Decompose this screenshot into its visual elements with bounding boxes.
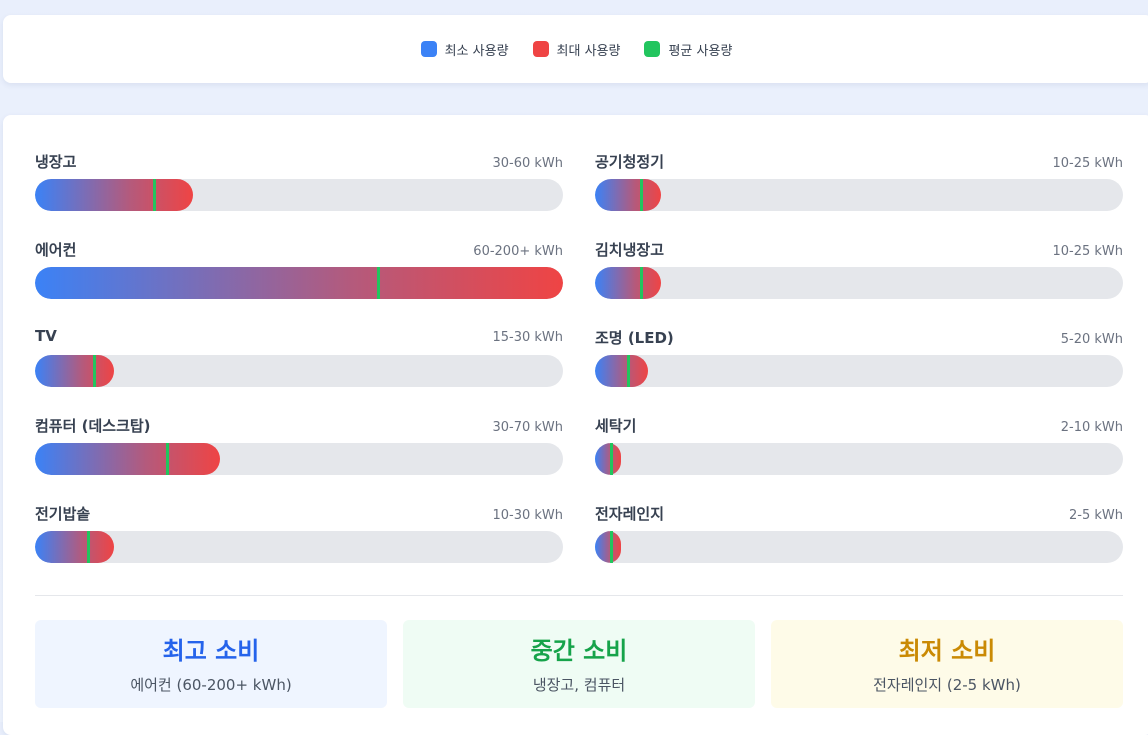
chart-legend: 최소 사용량 최대 사용량 평균 사용량 — [420, 40, 732, 59]
bar-track — [35, 179, 563, 211]
usage-range-label: 30-60 kWh — [492, 156, 563, 171]
usage-bar — [595, 355, 648, 387]
section-divider — [35, 595, 1123, 596]
usage-range-label: 10-30 kWh — [492, 508, 563, 523]
average-marker — [640, 267, 644, 299]
appliance-name: 전기밥솥 — [35, 505, 91, 523]
legend-label-min: 최소 사용량 — [444, 43, 509, 59]
legend-item-max: 최대 사용량 — [532, 40, 621, 59]
bar-header: 김치냉장고 10-25 kWh — [595, 239, 1123, 259]
usage-range-label: 10-25 kWh — [1052, 156, 1123, 171]
bar-header: 전기밥솥 10-30 kWh — [35, 503, 563, 523]
usage-bar — [35, 355, 115, 387]
bar-track — [35, 355, 563, 387]
legend-item-min: 최소 사용량 — [420, 40, 509, 59]
legend-card: 최소 사용량 최대 사용량 평균 사용량 — [3, 15, 1148, 83]
average-marker — [152, 179, 156, 211]
average-marker — [86, 531, 90, 563]
bar-track — [35, 531, 563, 563]
average-marker — [377, 267, 381, 299]
bar-header: TV 15-30 kWh — [35, 327, 563, 347]
usage-range-label: 10-25 kWh — [1052, 244, 1123, 259]
usage-bar — [595, 443, 622, 475]
summary-mid-title: 중간 소비 — [530, 637, 628, 665]
usage-range-label: 2-10 kWh — [1060, 420, 1123, 435]
usage-range-label: 30-70 kWh — [492, 420, 563, 435]
bar-track — [595, 179, 1123, 211]
usage-range-label: 5-20 kWh — [1060, 332, 1123, 347]
usage-bar-row: 조명 (LED) 5-20 kWh — [595, 327, 1123, 391]
bar-track — [595, 267, 1123, 299]
appliance-name: TV — [35, 327, 57, 345]
bar-header: 전자레인지 2-5 kWh — [595, 503, 1123, 523]
usage-bar — [35, 267, 563, 299]
summary-low-title: 최저 소비 — [898, 637, 996, 665]
summary-mid-desc: 냉장고, 컴퓨터 — [532, 676, 626, 694]
bar-header: 에어컨 60-200+ kWh — [35, 239, 563, 259]
appliance-name: 조명 (LED) — [595, 329, 674, 347]
appliance-name: 전자레인지 — [595, 505, 665, 523]
summary-mid-box: 중간 소비 냉장고, 컴퓨터 — [403, 620, 755, 708]
usage-bar-grid: 냉장고 30-60 kWh 공기청정기 10-25 kWh 에어컨 60-200+ kWh… — [35, 151, 1123, 567]
summary-low-box: 최저 소비 전자레인지 (2-5 kWh) — [771, 620, 1123, 708]
usage-bar-row: 컴퓨터 (데스크탑) 30-70 kWh — [35, 415, 563, 479]
usage-range-label: 60-200+ kWh — [473, 244, 563, 259]
bar-track — [35, 267, 563, 299]
usage-bar-row: 전기밥솥 10-30 kWh — [35, 503, 563, 567]
legend-swatch-min — [420, 41, 437, 57]
usage-range-label: 2-5 kWh — [1069, 508, 1123, 523]
legend-swatch-avg — [644, 41, 661, 57]
bar-header: 조명 (LED) 5-20 kWh — [595, 327, 1123, 347]
usage-bar — [595, 179, 661, 211]
average-marker — [166, 443, 169, 475]
bar-track — [595, 531, 1123, 563]
summary-row: 최고 소비 에어컨 (60-200+ kWh) 중간 소비 냉장고, 컴퓨터 최… — [35, 620, 1123, 708]
bar-track — [595, 355, 1123, 387]
usage-bar — [35, 443, 220, 475]
appliance-name: 세탁기 — [595, 417, 637, 435]
usage-bar — [595, 267, 661, 299]
usage-bar-row: 공기청정기 10-25 kWh — [595, 151, 1123, 215]
legend-swatch-max — [532, 41, 549, 57]
average-marker — [627, 355, 630, 387]
usage-chart-card: 냉장고 30-60 kWh 공기청정기 10-25 kWh 에어컨 60-200+ kWh… — [3, 115, 1148, 735]
usage-bar — [35, 179, 194, 211]
average-marker — [610, 443, 613, 475]
bar-track — [595, 443, 1123, 475]
usage-bar-row: 전자레인지 2-5 kWh — [595, 503, 1123, 567]
usage-bar-row: 세탁기 2-10 kWh — [595, 415, 1123, 479]
average-marker — [610, 531, 613, 563]
legend-item-avg: 평균 사용량 — [644, 40, 732, 59]
bar-header: 냉장고 30-60 kWh — [35, 151, 563, 171]
appliance-name: 공기청정기 — [595, 153, 665, 171]
summary-high-title: 최고 소비 — [162, 637, 260, 665]
appliance-name: 김치냉장고 — [595, 241, 665, 259]
bar-header: 컴퓨터 (데스크탑) 30-70 kWh — [35, 415, 563, 435]
appliance-name: 에어컨 — [35, 241, 77, 259]
usage-bar-row: 김치냉장고 10-25 kWh — [595, 239, 1123, 303]
appliance-name: 냉장고 — [35, 153, 77, 171]
summary-low-desc: 전자레인지 (2-5 kWh) — [873, 676, 1021, 694]
legend-label-max: 최대 사용량 — [556, 43, 621, 59]
average-marker — [93, 355, 97, 387]
usage-bar — [595, 531, 621, 563]
appliance-name: 컴퓨터 (데스크탑) — [35, 417, 151, 435]
usage-bar — [35, 531, 115, 563]
bar-header: 공기청정기 10-25 kWh — [595, 151, 1123, 171]
usage-bar-row: 냉장고 30-60 kWh — [35, 151, 563, 215]
legend-label-avg: 평균 사용량 — [668, 43, 733, 59]
usage-range-label: 15-30 kWh — [492, 330, 563, 345]
average-marker — [640, 179, 644, 211]
summary-high-box: 최고 소비 에어컨 (60-200+ kWh) — [35, 620, 387, 708]
bar-header: 세탁기 2-10 kWh — [595, 415, 1123, 435]
summary-high-desc: 에어컨 (60-200+ kWh) — [130, 676, 292, 694]
bar-track — [35, 443, 563, 475]
usage-bar-row: TV 15-30 kWh — [35, 327, 563, 391]
usage-bar-row: 에어컨 60-200+ kWh — [35, 239, 563, 303]
